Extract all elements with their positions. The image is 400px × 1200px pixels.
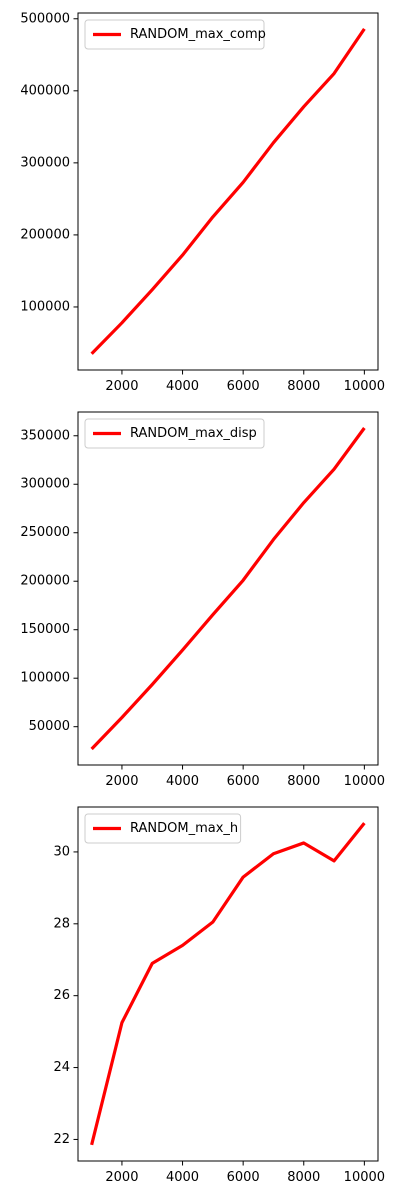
- chart-2-y-tick-label: 200000: [20, 574, 70, 589]
- chart-1-series-line: [90, 27, 366, 355]
- chart-2-legend-label: RANDOM_max_disp: [130, 426, 257, 441]
- chart-1-x-tick-label: 10000: [344, 379, 385, 394]
- chart-3-x-tick-label: 4000: [166, 1170, 199, 1185]
- chart-3-x-tick-label: 6000: [227, 1170, 260, 1185]
- chart-2-y-tick-label: 300000: [20, 477, 70, 492]
- chart-1-y-tick-label: 200000: [20, 227, 70, 242]
- chart-3-series-line: [90, 822, 366, 1146]
- chart-2-x-tick-label: 4000: [166, 774, 199, 789]
- chart-2-y-tick-label: 100000: [20, 671, 70, 686]
- chart-3-axes-frame: [77, 806, 379, 1162]
- chart-3-x-tick-label: 8000: [287, 1170, 320, 1185]
- chart-3-legend-box: [84, 813, 242, 844]
- chart-2-y-tick-label: 150000: [20, 622, 70, 637]
- chart-1-y-tick-label: 400000: [20, 83, 70, 98]
- chart-1-axes-frame: [77, 12, 379, 371]
- chart-3-y-tick-label: 26: [53, 988, 70, 1003]
- chart-1-x-tick-label: 4000: [166, 379, 199, 394]
- chart-1-y-tick-label: 300000: [20, 155, 70, 170]
- chart-2-x-tick-label: 2000: [105, 774, 138, 789]
- chart-1-y-tick-label: 100000: [20, 299, 70, 314]
- chart-2-legend-box: [84, 418, 265, 449]
- chart-3-y-tick-label: 24: [53, 1060, 70, 1075]
- chart-1-legend-box: [84, 19, 265, 50]
- chart-3-legend-label: RANDOM_max_h: [130, 821, 238, 836]
- chart-2-x-tick-label: 6000: [227, 774, 260, 789]
- chart-3-x-tick-label: 2000: [105, 1170, 138, 1185]
- chart-3: 2000 4000 6000 8000 10000 22 24 26 28 30 RANDOM_ma…: [53, 806, 385, 1185]
- chart-1-x-tick-label: 6000: [227, 379, 260, 394]
- chart-2-x-tick-label: 8000: [287, 774, 320, 789]
- chart-2-y-tick-label: 350000: [20, 428, 70, 443]
- chart-1-x-tick-label: 2000: [105, 379, 138, 394]
- chart-3-y-tick-label: 22: [53, 1132, 70, 1147]
- chart-1-y-tick-label: 500000: [20, 11, 70, 26]
- chart-3-x-tick-label: 10000: [344, 1170, 385, 1185]
- chart-2-x-tick-label: 10000: [344, 774, 385, 789]
- chart-1-legend-label: RANDOM_max_comp: [130, 27, 266, 42]
- chart-3-y-tick-label: 28: [53, 916, 70, 931]
- chart-1: 2000 4000 6000 8000 10000 100000 200000 300000 4…: [20, 11, 385, 394]
- chart-2-series-line: [90, 427, 366, 751]
- chart-2-axes-frame: [77, 411, 379, 766]
- chart-1-x-tick-label: 8000: [287, 379, 320, 394]
- chart-3-y-tick-label: 30: [53, 844, 70, 859]
- chart-2-y-tick-label: 250000: [20, 525, 70, 540]
- chart-2-y-tick-label: 50000: [29, 719, 70, 734]
- chart-2: 2000 4000 6000 8000 10000 50000 100000 150000 20…: [20, 411, 385, 789]
